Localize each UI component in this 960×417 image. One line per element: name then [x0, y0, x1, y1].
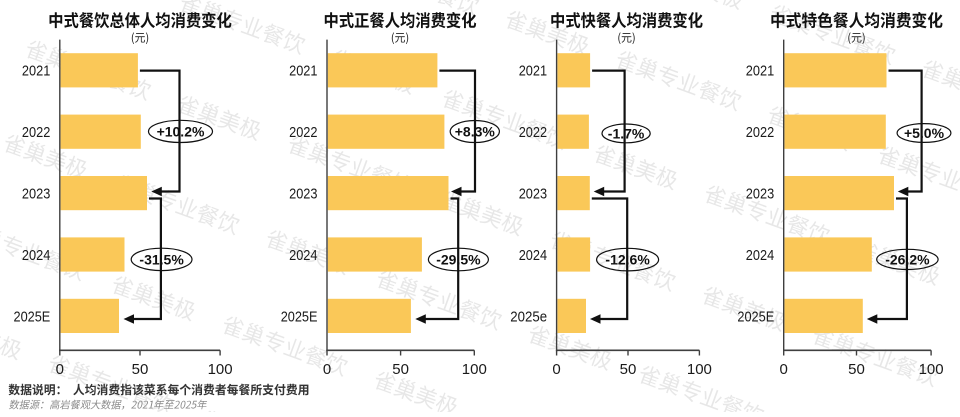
svg-text:2025e: 2025e [510, 308, 547, 325]
svg-text:50: 50 [132, 361, 149, 378]
svg-text:+10.2%: +10.2% [157, 124, 205, 140]
svg-text:+8.3%: +8.3% [455, 124, 496, 140]
svg-text:50: 50 [848, 361, 865, 378]
svg-text:2023: 2023 [746, 186, 774, 203]
svg-text:2021: 2021 [746, 63, 774, 80]
svg-text:2025E: 2025E [14, 308, 51, 325]
svg-text:0: 0 [56, 361, 64, 378]
svg-text:100: 100 [687, 361, 712, 378]
svg-text:2021: 2021 [289, 63, 317, 80]
svg-text:2022: 2022 [22, 124, 50, 141]
svg-text:0: 0 [552, 361, 560, 378]
svg-text:50: 50 [620, 361, 637, 378]
svg-text:2023: 2023 [289, 186, 317, 203]
svg-text:2025E: 2025E [737, 308, 774, 325]
svg-text:-31.5%: -31.5% [139, 252, 184, 268]
svg-text:2024: 2024 [519, 247, 547, 264]
svg-text:2022: 2022 [289, 124, 317, 141]
svg-text:2025E: 2025E [281, 308, 318, 325]
svg-text:-29.5%: -29.5% [436, 252, 481, 268]
svg-text:100: 100 [208, 361, 233, 378]
svg-text:0: 0 [780, 361, 788, 378]
svg-text:-1.7%: -1.7% [608, 126, 645, 142]
svg-text:2024: 2024 [22, 247, 50, 264]
svg-text:2021: 2021 [22, 63, 50, 80]
svg-text:2022: 2022 [746, 124, 774, 141]
svg-text:100: 100 [919, 361, 944, 378]
svg-text:2024: 2024 [289, 247, 317, 264]
svg-text:2024: 2024 [746, 247, 774, 264]
svg-text:100: 100 [462, 361, 487, 378]
svg-text:0: 0 [323, 361, 331, 378]
svg-text:2022: 2022 [519, 124, 547, 141]
svg-text:2023: 2023 [519, 186, 547, 203]
svg-text:2021: 2021 [519, 63, 547, 80]
svg-text:2023: 2023 [22, 186, 50, 203]
svg-text:-26.2%: -26.2% [885, 252, 930, 268]
svg-text:+5.0%: +5.0% [904, 125, 945, 141]
svg-text:50: 50 [392, 361, 409, 378]
svg-text:-12.6%: -12.6% [605, 252, 650, 268]
